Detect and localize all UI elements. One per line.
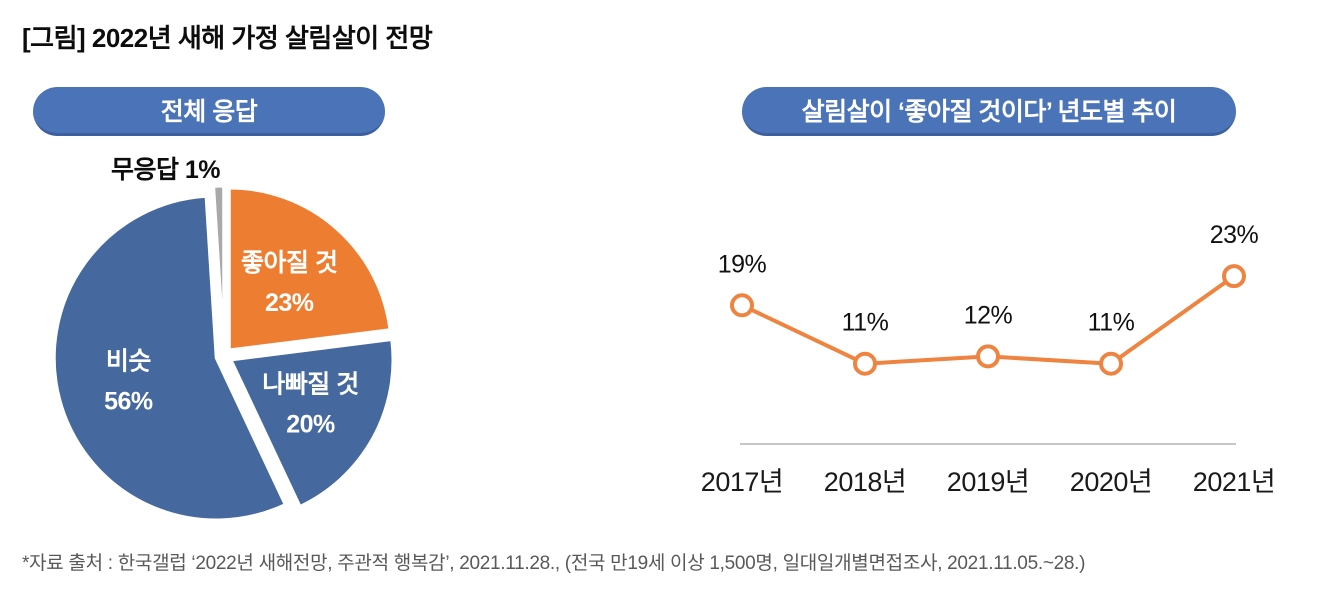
pie-slice-label-0: 좋아질 것 23%	[241, 249, 337, 317]
line-marker-1	[853, 351, 877, 376]
x-axis-label-3: 2020년	[1070, 467, 1152, 497]
line-chart-svg: 19% 2017년 11% 2018년 12% 2019년 11% 2020년 23% 2021년	[701, 221, 1276, 497]
line-marker-2	[976, 344, 1000, 369]
line-marker-0	[730, 293, 754, 318]
pie-slice-label-1: 나빠질 것 20%	[262, 371, 358, 439]
source-note: *자료 출처 : 한국갤럽 ‘2022년 새해전망, 주관적 행복감’, 202…	[22, 553, 1086, 574]
line-marker-3	[1099, 351, 1123, 376]
line-value-label-3: 11%	[1088, 309, 1135, 337]
pie-external-label-noresponse: 무응답 1%	[110, 156, 221, 184]
x-axis-label-2: 2019년	[947, 467, 1029, 497]
line-chart: 19% 2017년 11% 2018년 12% 2019년 11% 2020년 23% 2021년	[690, 200, 1290, 530]
figure-title: [그림] 2022년 새해 가정 살림살이 전망	[22, 23, 433, 53]
pie-chart-badge: 전체 응답	[33, 87, 385, 136]
line-value-label-0: 19%	[718, 250, 767, 278]
pie-chart-svg: 좋아질 것 23% 나빠질 것 20% 비슷 56%	[52, 184, 395, 522]
x-axis-label-4: 2021년	[1193, 467, 1275, 497]
pie-slice-2	[52, 194, 287, 522]
x-axis-label-0: 2017년	[701, 467, 783, 497]
pie-slice-3	[212, 184, 226, 350]
line-value-label-4: 23%	[1210, 221, 1259, 249]
pie-chart: 좋아질 것 23% 나빠질 것 20% 비슷 56%	[29, 161, 419, 551]
pie-slice-label-2: 비슷 56%	[104, 348, 153, 416]
line-value-label-2: 12%	[964, 301, 1013, 329]
x-axis-label-1: 2018년	[824, 467, 906, 497]
line-chart-badge: 살림살이 ‘좋아질 것이다’ 년도별 추이	[742, 87, 1236, 136]
line-marker-4	[1222, 264, 1246, 289]
pie-slice-0	[227, 186, 392, 352]
line-value-label-1: 11%	[842, 309, 889, 337]
pie-slice-1	[229, 338, 395, 508]
